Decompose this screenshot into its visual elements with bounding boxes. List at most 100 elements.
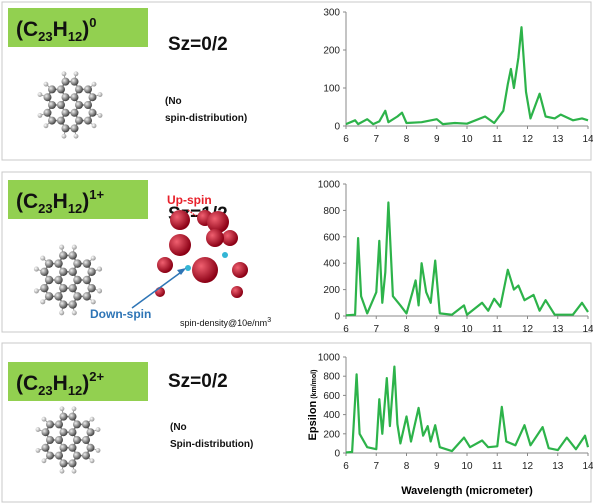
hydrogen-atom (98, 113, 103, 118)
carbon-atom (71, 78, 79, 86)
carbon-atom (69, 413, 77, 421)
hydrogen-atom (34, 267, 39, 272)
carbon-atom (45, 276, 53, 284)
y-tick-label: 800 (323, 372, 340, 383)
formula-charge: 0 (89, 15, 96, 30)
molecule (34, 245, 102, 316)
hydrogen-atom (91, 299, 96, 304)
spin-lobe (232, 262, 248, 278)
carbon-atom (42, 428, 50, 436)
spin-note: (No (165, 96, 182, 107)
carbon-atom (73, 259, 81, 267)
spectrum-line (346, 367, 588, 453)
spin-state: Sz=0/2 (168, 34, 228, 55)
carbon-atom (59, 268, 67, 276)
carbon-atom (69, 251, 77, 259)
y-tick-label: 400 (323, 410, 340, 421)
carbon-atom (83, 276, 91, 284)
carbon-atom (60, 444, 68, 452)
hydrogen-atom (91, 256, 96, 261)
x-tick-label: 9 (434, 134, 440, 145)
carbon-atom (83, 259, 91, 267)
hydrogen-atom (40, 299, 45, 304)
y-tick-label: 200 (323, 46, 340, 57)
carbon-atom (73, 276, 81, 284)
formula-part: H (53, 372, 68, 395)
hydrogen-atom (97, 288, 102, 293)
formula-part: ) (82, 190, 89, 213)
x-tick-label: 8 (404, 461, 410, 472)
x-tick-label: 12 (522, 324, 534, 335)
carbon-atom (75, 85, 83, 93)
x-tick-label: 8 (404, 134, 410, 145)
spin-lobe (170, 210, 190, 230)
y-tick-label: 0 (334, 312, 340, 323)
carbon-atom (57, 85, 65, 93)
formula: (C23H12)0 (16, 15, 97, 44)
spin-density-power: 3 (267, 317, 271, 324)
spin-state: Sz=0/2 (168, 371, 228, 392)
hydrogen-atom (92, 82, 97, 87)
hydrogen-atom (42, 417, 47, 422)
x-tick-label: 10 (461, 461, 473, 472)
formula-subscript: 12 (68, 29, 82, 44)
carbon-atom (48, 101, 56, 109)
hydrogen-atom (72, 310, 77, 315)
spin-lobe (222, 230, 238, 246)
hydrogen-atom (98, 92, 103, 97)
y-tick-label: 400 (323, 259, 340, 270)
hydrogen-atom (60, 469, 65, 474)
carbon-atom (46, 452, 54, 460)
y-tick-label: 600 (323, 232, 340, 243)
hydrogen-atom (92, 123, 97, 128)
spin-note: (No (170, 422, 187, 433)
carbon-atom (45, 292, 53, 300)
molecule (38, 71, 103, 138)
carbon-atom (62, 124, 70, 132)
down-spin-lobe (222, 252, 228, 258)
y-tick-label: 200 (323, 429, 340, 440)
x-tick-label: 14 (582, 461, 593, 472)
carbon-atom (69, 444, 77, 452)
x-tick-label: 11 (492, 324, 503, 335)
y-tick-label: 600 (323, 391, 340, 402)
hydrogen-atom (59, 310, 64, 315)
spectrum-line (346, 203, 588, 316)
x-tick-label: 14 (582, 134, 593, 145)
spin-lobe (155, 287, 165, 297)
x-tick-label: 7 (373, 134, 379, 145)
y-tick-label: 300 (323, 8, 340, 19)
hydrogen-atom (40, 256, 45, 261)
carbon-atom (62, 78, 70, 86)
hydrogen-atom (62, 134, 67, 139)
carbon-atom (73, 420, 81, 428)
formula-charge: 1+ (89, 187, 104, 202)
x-tick-label: 6 (343, 324, 349, 335)
formula-part: (C (16, 190, 38, 213)
formula-part: H (53, 18, 68, 41)
hydrogen-atom (44, 82, 49, 87)
spin-lobe (157, 257, 173, 273)
carbon-atom (71, 93, 79, 101)
carbon-atom (54, 259, 62, 267)
carbon-atom (73, 436, 81, 444)
carbon-atom (62, 93, 70, 101)
carbon-atom (69, 459, 77, 467)
hydrogen-atom (36, 427, 41, 432)
carbon-atom (62, 109, 70, 117)
formula-charge: 2+ (89, 369, 104, 384)
y-tick-label: 100 (323, 84, 340, 95)
carbon-atom (57, 117, 65, 125)
carbon-atom (82, 452, 90, 460)
carbon-atom (54, 276, 62, 284)
hydrogen-atom (90, 417, 95, 422)
formula-subscript: 23 (38, 29, 52, 44)
carbon-atom (60, 459, 68, 467)
hydrogen-atom (72, 406, 77, 411)
formula-part: (C (16, 372, 38, 395)
carbon-atom (82, 436, 90, 444)
carbon-atom (44, 93, 52, 101)
carbon-atom (57, 101, 65, 109)
carbon-atom (82, 420, 90, 428)
up-spin-label: Up-spin (167, 193, 212, 207)
